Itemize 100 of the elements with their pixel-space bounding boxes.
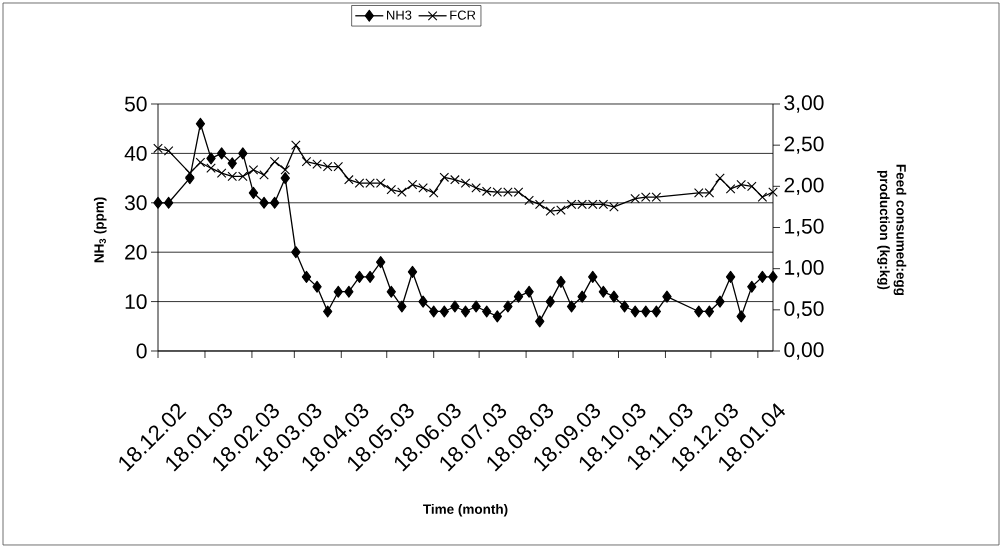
y2-tick-label: 1,00 [785,259,824,278]
point [153,143,163,154]
point [354,270,365,283]
point [206,163,216,174]
point [566,300,577,313]
point [704,305,715,318]
point [429,305,439,318]
point [163,146,174,156]
point [535,315,545,328]
y-tick-label: 40 [124,145,147,161]
point [206,152,216,165]
legend-label: NH3 [387,10,412,20]
point [216,147,227,160]
point [216,168,227,178]
point [312,159,322,169]
point [450,300,460,313]
point [344,174,354,185]
point [694,305,704,318]
point [418,295,428,308]
point [280,172,290,185]
point [460,178,471,188]
point [439,305,449,318]
point [460,305,471,318]
point [185,168,195,178]
point [725,270,736,283]
y-tick-label: 20 [125,244,147,260]
y2-tick-label: 0,50 [784,301,824,319]
point [524,195,534,206]
y2-tick-label: 2,00 [784,177,824,195]
point [418,183,428,193]
point [248,186,259,199]
point [609,290,619,303]
point [397,300,407,313]
point [238,147,248,160]
point [715,173,725,183]
point [428,188,439,198]
point [386,184,397,195]
point [747,280,757,293]
y2-axis-title: Feed consumed:egg production (kg:kg) [877,164,907,296]
point [577,290,587,303]
point [471,300,481,313]
point [725,184,736,194]
point [768,187,778,197]
point [291,140,301,150]
point [736,310,746,323]
x-axis-title: Time (month) [423,504,508,517]
point [195,117,206,130]
point [269,196,280,209]
point [757,270,768,283]
point [503,300,513,313]
point [757,192,768,202]
y-axis-title: NH$_{3}$ (ppm) [93,197,107,263]
point [556,275,566,288]
point [344,285,354,298]
point [492,310,502,323]
point [715,295,725,308]
point [407,179,418,190]
point [397,187,407,197]
point [376,256,386,269]
y-tick-label: 0 [136,343,147,359]
point [163,196,174,209]
point [482,305,492,318]
point [322,305,333,318]
point [524,285,534,298]
point [471,183,481,193]
point [662,290,672,303]
point [227,157,237,170]
point [259,170,269,180]
point [513,290,524,303]
point [248,165,259,175]
point [641,305,651,318]
point [598,285,609,298]
legend-label: FCR [450,10,476,20]
y-tick-label: 30 [124,195,147,211]
point [301,156,312,167]
y2-tick-label: 1,50 [785,218,824,237]
point [619,300,630,313]
y-tick-label: 50 [124,96,147,112]
point [365,270,375,283]
y2-tick-label: 3,00 [784,95,824,113]
point [312,280,322,293]
point [333,285,343,298]
point [588,270,598,283]
point [609,202,619,212]
point [545,295,556,308]
y2-tick-label: 2,50 [784,136,824,154]
point [301,270,312,283]
point [195,157,206,168]
point [386,285,396,298]
y-tick-label: 10 [125,294,147,310]
point [291,246,301,259]
point [630,305,640,318]
point [439,172,450,183]
point [259,196,269,209]
point [450,174,460,185]
point [651,305,662,318]
point [534,199,545,210]
point [269,156,280,167]
y2-tick-label: 0,00 [784,342,824,360]
point [280,165,291,175]
